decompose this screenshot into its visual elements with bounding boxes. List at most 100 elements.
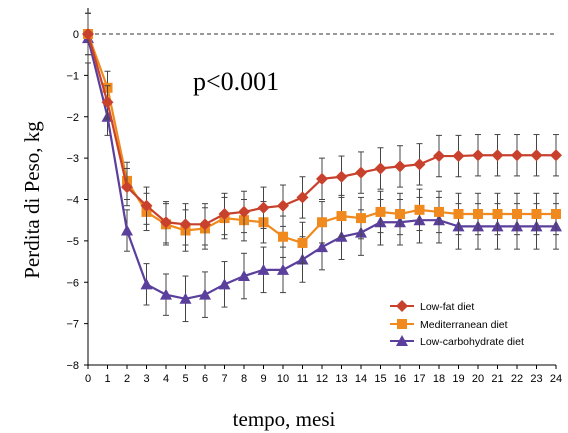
x-tick-label: 11 [297,373,308,385]
data-point-low-fat [394,160,406,173]
data-point-mediterranean [395,208,405,219]
legend-marker-low-fat [396,300,408,312]
data-point-low-fat [218,207,231,220]
data-point-low-carb [257,263,270,275]
y-tick-label: 0 [73,29,79,41]
data-point-low-carb [316,241,328,253]
y-tick-label: −6 [66,277,79,289]
x-tick-label: 10 [277,373,289,385]
data-point-low-fat [101,96,114,109]
data-point-low-carb [179,292,192,304]
data-point-low-fat [472,149,484,162]
data-point-low-carb [160,288,172,300]
data-point-low-fat [550,149,562,162]
legend-label-low-carb: Low-carbohydrate diet [420,336,524,348]
data-point-low-fat [199,218,211,231]
data-point-mediterranean [551,208,561,219]
data-point-low-carb [238,270,250,282]
x-axis-title: tempo, mesi [233,407,336,431]
legend-label-mediterranean: Mediterranean diet [420,319,508,331]
data-point-low-fat [121,181,133,194]
data-point-low-fat [530,149,543,162]
x-tick-label: 15 [374,373,386,385]
data-point-mediterranean [336,211,347,222]
data-point-mediterranean [453,208,464,219]
data-point-low-fat [413,158,426,171]
data-point-low-fat [452,150,465,163]
data-point-mediterranean [434,206,444,217]
data-point-low-fat [238,205,250,218]
data-point-low-fat [335,170,348,183]
data-point-low-fat [179,218,192,231]
series-low-fat [82,12,562,246]
legend: Low-fat diet Mediterranean diet Low-carb… [390,300,524,348]
data-point-low-fat [277,199,289,212]
legend-item-low-carb: Low-carbohydrate diet [390,335,524,348]
data-point-low-fat [296,191,309,204]
data-point-low-fat [140,199,153,212]
data-point-low-fat [433,150,445,163]
x-tick-label: 6 [202,373,208,385]
data-point-low-carb [140,278,153,290]
legend-label-low-fat: Low-fat diet [420,301,474,313]
data-point-mediterranean [317,217,327,228]
y-tick-label: −5 [66,236,79,248]
legend-item-low-fat: Low-fat diet [390,300,474,313]
x-tick-label: 22 [511,373,523,385]
x-tick-label: 4 [163,373,169,385]
y-axis-title: Perdita di Peso, kg [20,121,44,279]
x-tick-label: 19 [452,373,464,385]
data-point-mediterranean [492,208,503,219]
data-point-low-fat [511,149,523,162]
x-tick-label: 8 [241,373,247,385]
data-point-mediterranean [414,204,425,215]
data-point-low-fat [160,216,172,229]
legend-item-mediterranean: Mediterranean diet [390,319,508,331]
data-point-mediterranean [473,208,483,219]
y-tick-label: −3 [66,153,79,165]
data-point-mediterranean [512,208,522,219]
x-tick-label: 17 [413,373,425,385]
data-point-low-fat [374,162,387,175]
data-point-low-carb [277,263,289,275]
x-tick-label: 9 [260,373,266,385]
x-tick-label: 24 [550,373,562,385]
data-point-mediterranean [531,208,542,219]
x-tick-label: 14 [355,373,367,385]
data-point-low-fat [491,149,504,162]
data-point-mediterranean [375,206,386,217]
x-ticks: 0 1 2 3 4 5 6 7 8 9 10 11 12 13 14 15 16 17 18 19 20 21 22 23 24 [85,365,562,385]
x-tick-label: 20 [472,373,484,385]
data-point-low-carb [121,224,133,236]
x-tick-label: 5 [182,373,188,385]
x-tick-label: 7 [221,373,227,385]
x-tick-label: 16 [394,373,406,385]
y-tick-label: −7 [66,319,79,331]
x-tick-label: 21 [491,373,503,385]
data-point-low-carb [199,288,211,300]
x-tick-label: 0 [85,373,91,385]
data-point-low-fat [82,28,94,40]
data-point-mediterranean [278,231,288,242]
y-tick-label: −8 [66,360,79,372]
x-tick-label: 3 [143,373,149,385]
x-tick-label: 2 [124,373,130,385]
y-ticks: 0 −1 −2 −3 −4 −5 −6 −7 −8 [66,29,88,372]
data-point-low-fat [257,201,270,214]
legend-marker-mediterranean [397,319,407,329]
y-tick-label: −4 [66,195,79,207]
x-tick-label: 18 [433,373,445,385]
data-point-low-fat [355,166,367,179]
data-point-mediterranean [356,213,366,224]
y-tick-label: −2 [66,112,79,124]
y-tick-label: −1 [66,70,79,82]
x-tick-label: 12 [316,373,328,385]
x-tick-label: 23 [530,373,542,385]
data-point-mediterranean [297,237,308,248]
x-tick-label: 1 [104,373,110,385]
data-point-low-carb [218,278,231,290]
legend-marker-low-carb [396,335,408,346]
data-point-low-fat [316,172,328,185]
p-value-annotation: p<0.001 [193,67,279,96]
